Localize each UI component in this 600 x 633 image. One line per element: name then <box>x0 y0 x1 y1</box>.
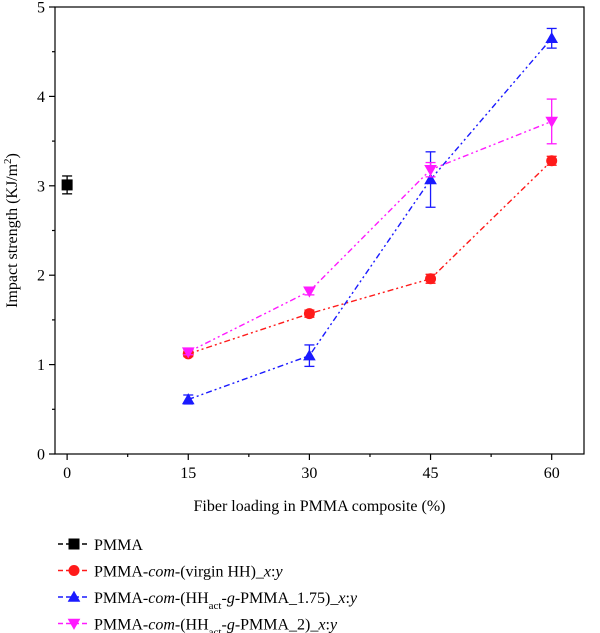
legend-entry: PMMA-com-(HHact-g-PMMA_2)_x:y <box>58 617 338 633</box>
y-tick-label: 5 <box>37 0 45 17</box>
y-tick-label: 4 <box>37 89 45 106</box>
x-tick-label: 45 <box>423 465 439 482</box>
y-tick-label: 3 <box>37 178 45 195</box>
data-point <box>303 286 316 298</box>
data-point <box>546 155 558 167</box>
legend-marker <box>67 618 81 630</box>
x-axis-title: Fiber loading in PMMA composite (%) <box>194 498 446 515</box>
y-axis-title: Impact strength (KJ/m2) <box>2 153 21 308</box>
data-point <box>545 116 559 128</box>
x-tick-label: 60 <box>544 465 560 482</box>
legend-marker <box>68 538 80 550</box>
data-point <box>424 164 437 177</box>
y-tick-label: 0 <box>37 447 45 464</box>
x-tick-label: 0 <box>63 465 71 482</box>
data-point <box>425 273 437 285</box>
legend-label: PMMA-com-(HHact-g-PMMA_2)_x:y <box>94 617 338 633</box>
plot-frame <box>54 6 585 455</box>
series-4 <box>181 98 559 359</box>
legend-marker <box>68 565 80 576</box>
series-line <box>187 120 552 353</box>
series-1 <box>61 175 73 195</box>
series-2 <box>182 155 558 360</box>
y-tick-label: 1 <box>37 357 45 374</box>
series-3 <box>181 27 559 405</box>
legend-label: PMMA <box>94 537 143 554</box>
data-point <box>303 308 315 320</box>
x-tick-label: 15 <box>180 465 196 482</box>
legend-entry: PMMA-com-(HHact-g-PMMA_1.75)_x:y <box>58 590 358 612</box>
y-tick-label: 2 <box>37 268 45 285</box>
data-point <box>181 393 195 405</box>
data-point <box>303 349 316 361</box>
series-line <box>188 37 553 401</box>
legend-entry: PMMA <box>58 537 143 554</box>
legend-entry: PMMA-com-(virgin HH)_x:y <box>58 564 283 581</box>
data-point <box>61 179 73 191</box>
x-tick-label: 30 <box>301 465 317 482</box>
data-point <box>181 347 195 359</box>
data-point <box>424 173 437 185</box>
legend-marker <box>67 590 81 602</box>
legend-label: PMMA-com-(virgin HH)_x:y <box>94 564 283 581</box>
legend-label: PMMA-com-(HHact-g-PMMA_1.75)_x:y <box>94 590 358 612</box>
series-line <box>188 160 553 355</box>
data-point <box>545 31 559 44</box>
